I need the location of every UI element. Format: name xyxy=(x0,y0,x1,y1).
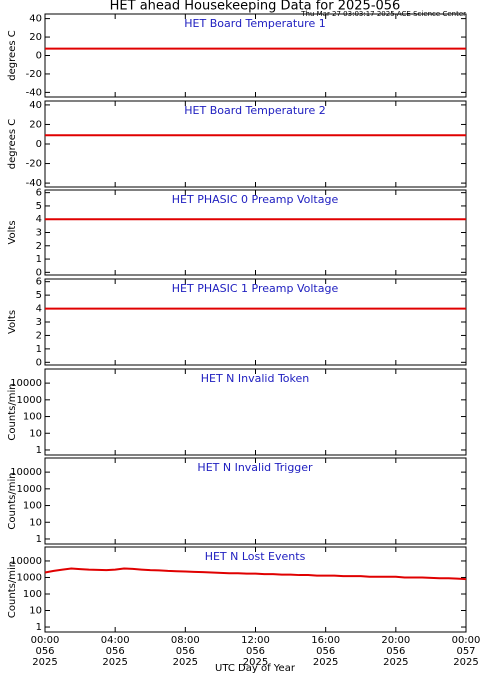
y-axis-label: Volts xyxy=(7,310,18,334)
y-tick-label: 1 xyxy=(36,445,42,456)
y-tick-label: 4 xyxy=(36,214,42,225)
y-tick-label: 20 xyxy=(29,32,42,43)
y-tick-label: 40 xyxy=(29,100,42,111)
y-tick-label: 3 xyxy=(36,228,42,239)
y-tick-label: -40 xyxy=(26,87,42,98)
y-tick-label: 6 xyxy=(36,277,42,288)
panel-title: HET PHASIC 0 Preamp Voltage xyxy=(172,193,339,206)
x-tick-label: 04:00 056 2025 xyxy=(100,635,130,668)
y-tick-label: 0 xyxy=(36,357,42,368)
y-tick-label: 0 xyxy=(36,51,42,62)
y-tick-label: 5 xyxy=(36,201,42,212)
panel-title: HET N Invalid Token xyxy=(201,372,310,385)
y-tick-label: 1 xyxy=(36,534,42,545)
y-axis-label: Counts/min xyxy=(7,561,18,618)
y-tick-label: 10000 xyxy=(10,467,42,478)
x-axis-label: UTC Day of Year xyxy=(215,663,296,674)
x-tick-label: 00:00 056 2025 xyxy=(30,635,60,668)
y-tick-label: -40 xyxy=(26,178,42,189)
y-tick-label: 6 xyxy=(36,188,42,199)
x-tick-label: 20:00 056 2025 xyxy=(381,635,411,668)
panel-title: HET N Invalid Trigger xyxy=(197,461,313,474)
panel-title: HET Board Temperature 1 xyxy=(184,17,325,30)
y-axis-label: degrees C xyxy=(7,119,18,169)
y-axis-label: Counts/min xyxy=(7,472,18,529)
y-axis-label: Counts/min xyxy=(7,383,18,440)
y-tick-label: 0 xyxy=(36,139,42,150)
y-tick-label: 10000 xyxy=(10,378,42,389)
y-tick-label: 10 xyxy=(29,517,42,528)
y-tick-label: 10 xyxy=(29,606,42,617)
y-tick-label: 100 xyxy=(23,412,42,423)
y-tick-label: -20 xyxy=(26,159,42,170)
x-tick-label: 00:00 057 2025 xyxy=(451,635,481,668)
y-tick-label: 2 xyxy=(36,330,42,341)
y-axis-label: degrees C xyxy=(7,30,18,80)
y-tick-label: 1000 xyxy=(17,572,42,583)
y-tick-label: -20 xyxy=(26,69,42,80)
y-tick-label: 2 xyxy=(36,241,42,252)
x-tick-label: 12:00 056 2025 xyxy=(241,635,270,668)
y-tick-label: 20 xyxy=(29,119,42,130)
y-tick-label: 4 xyxy=(36,304,42,315)
y-tick-label: 10 xyxy=(29,428,42,439)
y-axis-label: Volts xyxy=(7,220,18,244)
y-tick-label: 1 xyxy=(36,344,42,355)
panel-title: HET Board Temperature 2 xyxy=(184,104,325,117)
y-tick-label: 5 xyxy=(36,290,42,301)
y-tick-label: 10000 xyxy=(10,556,42,567)
y-tick-label: 1000 xyxy=(17,484,42,495)
y-tick-label: 1000 xyxy=(17,395,42,406)
y-tick-label: 1 xyxy=(36,622,42,633)
panel-title: HET N Lost Events xyxy=(205,550,306,563)
x-tick-label: 08:00 056 2025 xyxy=(170,635,200,668)
x-tick-label: 16:00 056 2025 xyxy=(311,635,341,668)
panel-title: HET PHASIC 1 Preamp Voltage xyxy=(172,282,339,295)
page-title: HET ahead Housekeeping Data for 2025-056 xyxy=(110,0,401,14)
y-tick-label: 1 xyxy=(36,254,42,265)
y-tick-label: 100 xyxy=(23,501,42,512)
y-tick-label: 100 xyxy=(23,589,42,600)
y-tick-label: 40 xyxy=(29,14,42,25)
y-tick-label: 3 xyxy=(36,317,42,328)
data-line xyxy=(44,567,467,581)
y-tick-label: 0 xyxy=(36,267,42,278)
